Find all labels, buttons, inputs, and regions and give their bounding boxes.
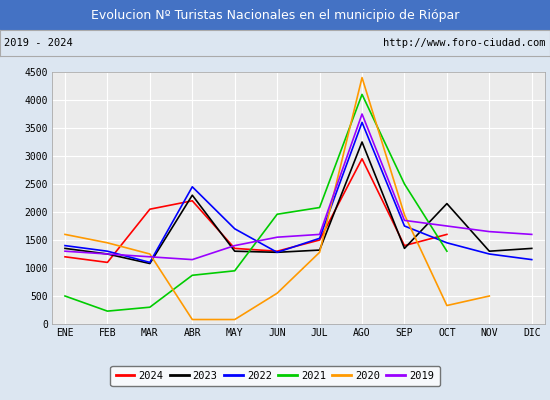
Text: http://www.foro-ciudad.com: http://www.foro-ciudad.com [383,38,546,48]
Legend: 2024, 2023, 2022, 2021, 2020, 2019: 2024, 2023, 2022, 2021, 2020, 2019 [111,366,439,386]
Text: Evolucion Nº Turistas Nacionales en el municipio de Riópar: Evolucion Nº Turistas Nacionales en el m… [91,8,459,22]
Text: 2019 - 2024: 2019 - 2024 [4,38,73,48]
